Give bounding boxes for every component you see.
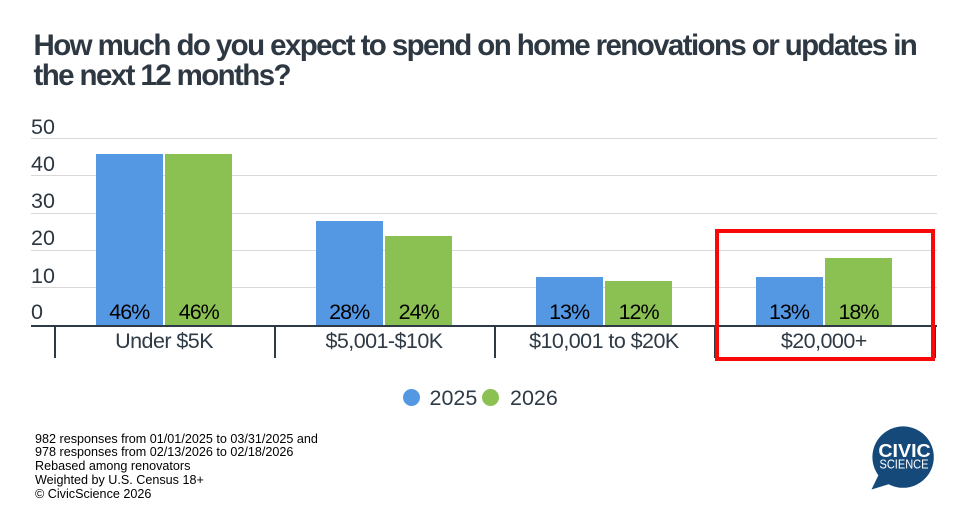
svg-text:CIVIC: CIVIC — [878, 441, 930, 461]
svg-text:SCIENCE: SCIENCE — [880, 457, 929, 472]
